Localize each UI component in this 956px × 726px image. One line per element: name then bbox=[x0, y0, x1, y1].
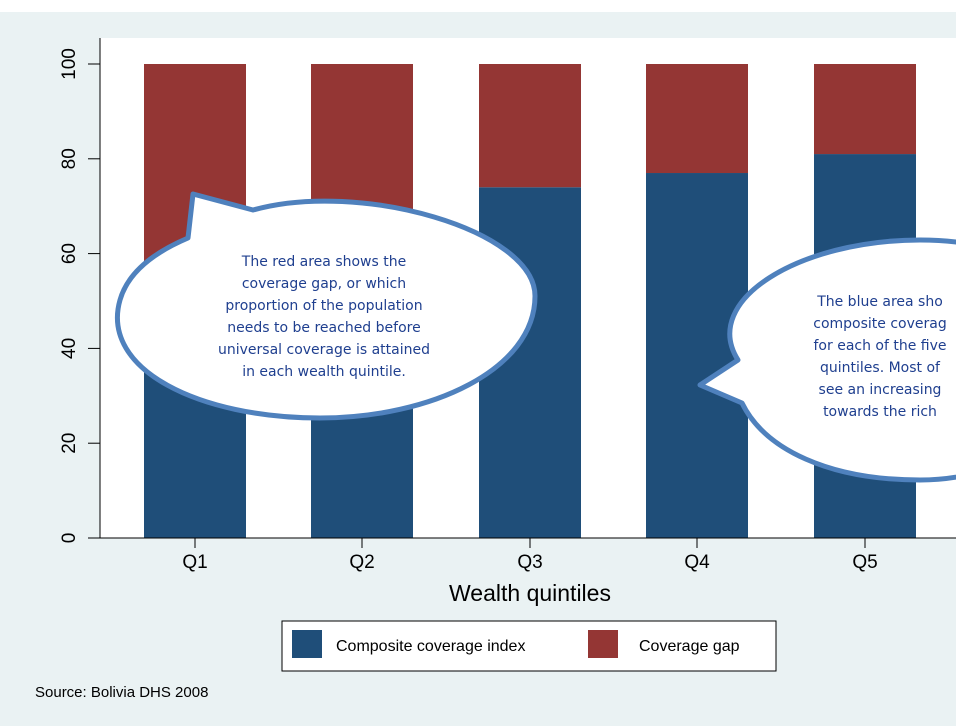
x-tick-label: Q2 bbox=[349, 552, 374, 573]
x-tick-label: Q5 bbox=[852, 552, 877, 573]
callout-line: coverage gap, or which bbox=[242, 276, 406, 292]
bar-gap-q2 bbox=[311, 64, 413, 226]
callout-blue: The blue area sho composite coverag for ea… bbox=[697, 237, 956, 483]
x-tick-label: Q3 bbox=[517, 552, 542, 573]
y-tick-label: 100 bbox=[59, 48, 80, 80]
bar-gap-q5 bbox=[814, 64, 916, 155]
axes: 0 20 40 60 80 100 Q1 Q2 Q3 Q4 Q5 bbox=[59, 38, 956, 573]
y-tick-label: 20 bbox=[59, 433, 80, 454]
callout-red: The red area shows the coverage gap, or w… bbox=[115, 191, 538, 421]
callout-line: needs to be reached before bbox=[227, 320, 420, 336]
bar-gap-q3 bbox=[479, 64, 581, 188]
callout-red-text: The red area shows the coverage gap, or w… bbox=[218, 254, 430, 380]
callout-blue-bubble bbox=[697, 237, 956, 483]
x-tick-label: Q4 bbox=[684, 552, 710, 573]
callout-line: towards the rich bbox=[823, 404, 937, 420]
source-note: Source: Bolivia DHS 2008 bbox=[35, 684, 208, 701]
callout-line: quintiles. Most of bbox=[820, 360, 941, 376]
y-ticks: 0 20 40 60 80 100 bbox=[59, 48, 100, 543]
callout-line: in each wealth quintile. bbox=[242, 364, 406, 380]
y-tick-label: 40 bbox=[59, 338, 80, 359]
legend-label-composite: Composite coverage index bbox=[336, 638, 525, 655]
legend-label-gap: Coverage gap bbox=[639, 638, 740, 655]
callout-line: universal coverage is attained bbox=[218, 342, 430, 358]
callout-blue-text: The blue area sho composite coverag for ea… bbox=[813, 294, 946, 420]
x-tick-label: Q1 bbox=[182, 552, 207, 573]
x-axis-title: Wealth quintiles bbox=[449, 580, 611, 606]
bar-gap-q4 bbox=[646, 64, 748, 174]
callout-line: The red area shows the bbox=[241, 254, 406, 270]
x-ticks: Q1 Q2 Q3 Q4 Q5 bbox=[182, 538, 878, 573]
callout-line: for each of the five bbox=[814, 338, 947, 354]
y-tick-label: 80 bbox=[59, 148, 80, 169]
legend-swatch-gap bbox=[588, 630, 618, 658]
y-tick-label: 60 bbox=[59, 243, 80, 264]
callout-line: see an increasing bbox=[819, 382, 942, 398]
y-tick-label: 0 bbox=[59, 533, 80, 544]
bar-composite-q4 bbox=[646, 173, 748, 538]
callout-red-bubble bbox=[115, 191, 538, 421]
legend: Composite coverage index Coverage gap bbox=[281, 620, 777, 672]
callout-line: composite coverag bbox=[813, 316, 946, 332]
legend-swatch-composite bbox=[292, 630, 322, 658]
callout-line: proportion of the population bbox=[225, 298, 422, 314]
callout-line: The blue area sho bbox=[816, 294, 943, 310]
legend-box bbox=[281, 620, 777, 672]
